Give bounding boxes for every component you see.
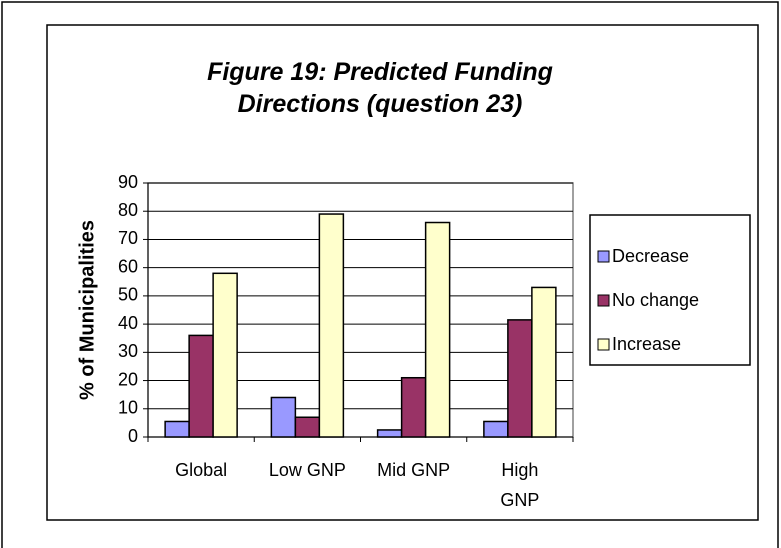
- y-tick-label: 90: [118, 172, 138, 192]
- y-tick-label: 0: [128, 426, 138, 446]
- y-tick-label: 40: [118, 313, 138, 333]
- y-tick-label: 10: [118, 398, 138, 418]
- x-tick-label: Mid GNP: [377, 460, 451, 480]
- legend-swatch: [597, 338, 610, 351]
- y-tick-label: 20: [118, 369, 138, 389]
- legend-label: Increase: [612, 334, 681, 354]
- bar: [188, 334, 214, 438]
- bar: [318, 213, 345, 438]
- chart-title: Figure 19: Predicted Funding Directions …: [207, 58, 553, 118]
- legend-label: Decrease: [612, 246, 689, 266]
- x-tick-label: Global: [175, 460, 228, 480]
- bar: [376, 429, 403, 438]
- legend-swatch: [597, 250, 610, 263]
- y-tick-label: 60: [118, 256, 138, 276]
- legend-label: No change: [612, 290, 699, 310]
- bar: [212, 272, 238, 438]
- bar: [483, 420, 509, 438]
- legend-box: [589, 214, 751, 366]
- y-tick-label: 50: [118, 285, 138, 305]
- bar: [294, 416, 321, 438]
- y-tick-label: 70: [118, 228, 138, 248]
- x-tick-label: Low GNP: [268, 460, 346, 480]
- bar: [507, 319, 533, 438]
- bar: [270, 396, 297, 438]
- x-tick-label: High GNP: [500, 460, 540, 510]
- bar: [164, 420, 190, 438]
- y-tick-label: 80: [118, 200, 138, 220]
- bar: [531, 286, 557, 438]
- bar: [424, 221, 451, 438]
- legend-swatch: [597, 294, 610, 307]
- y-tick-label: 30: [118, 341, 138, 361]
- y-axis-label: % of Municipalities: [76, 220, 98, 400]
- bar: [400, 376, 427, 438]
